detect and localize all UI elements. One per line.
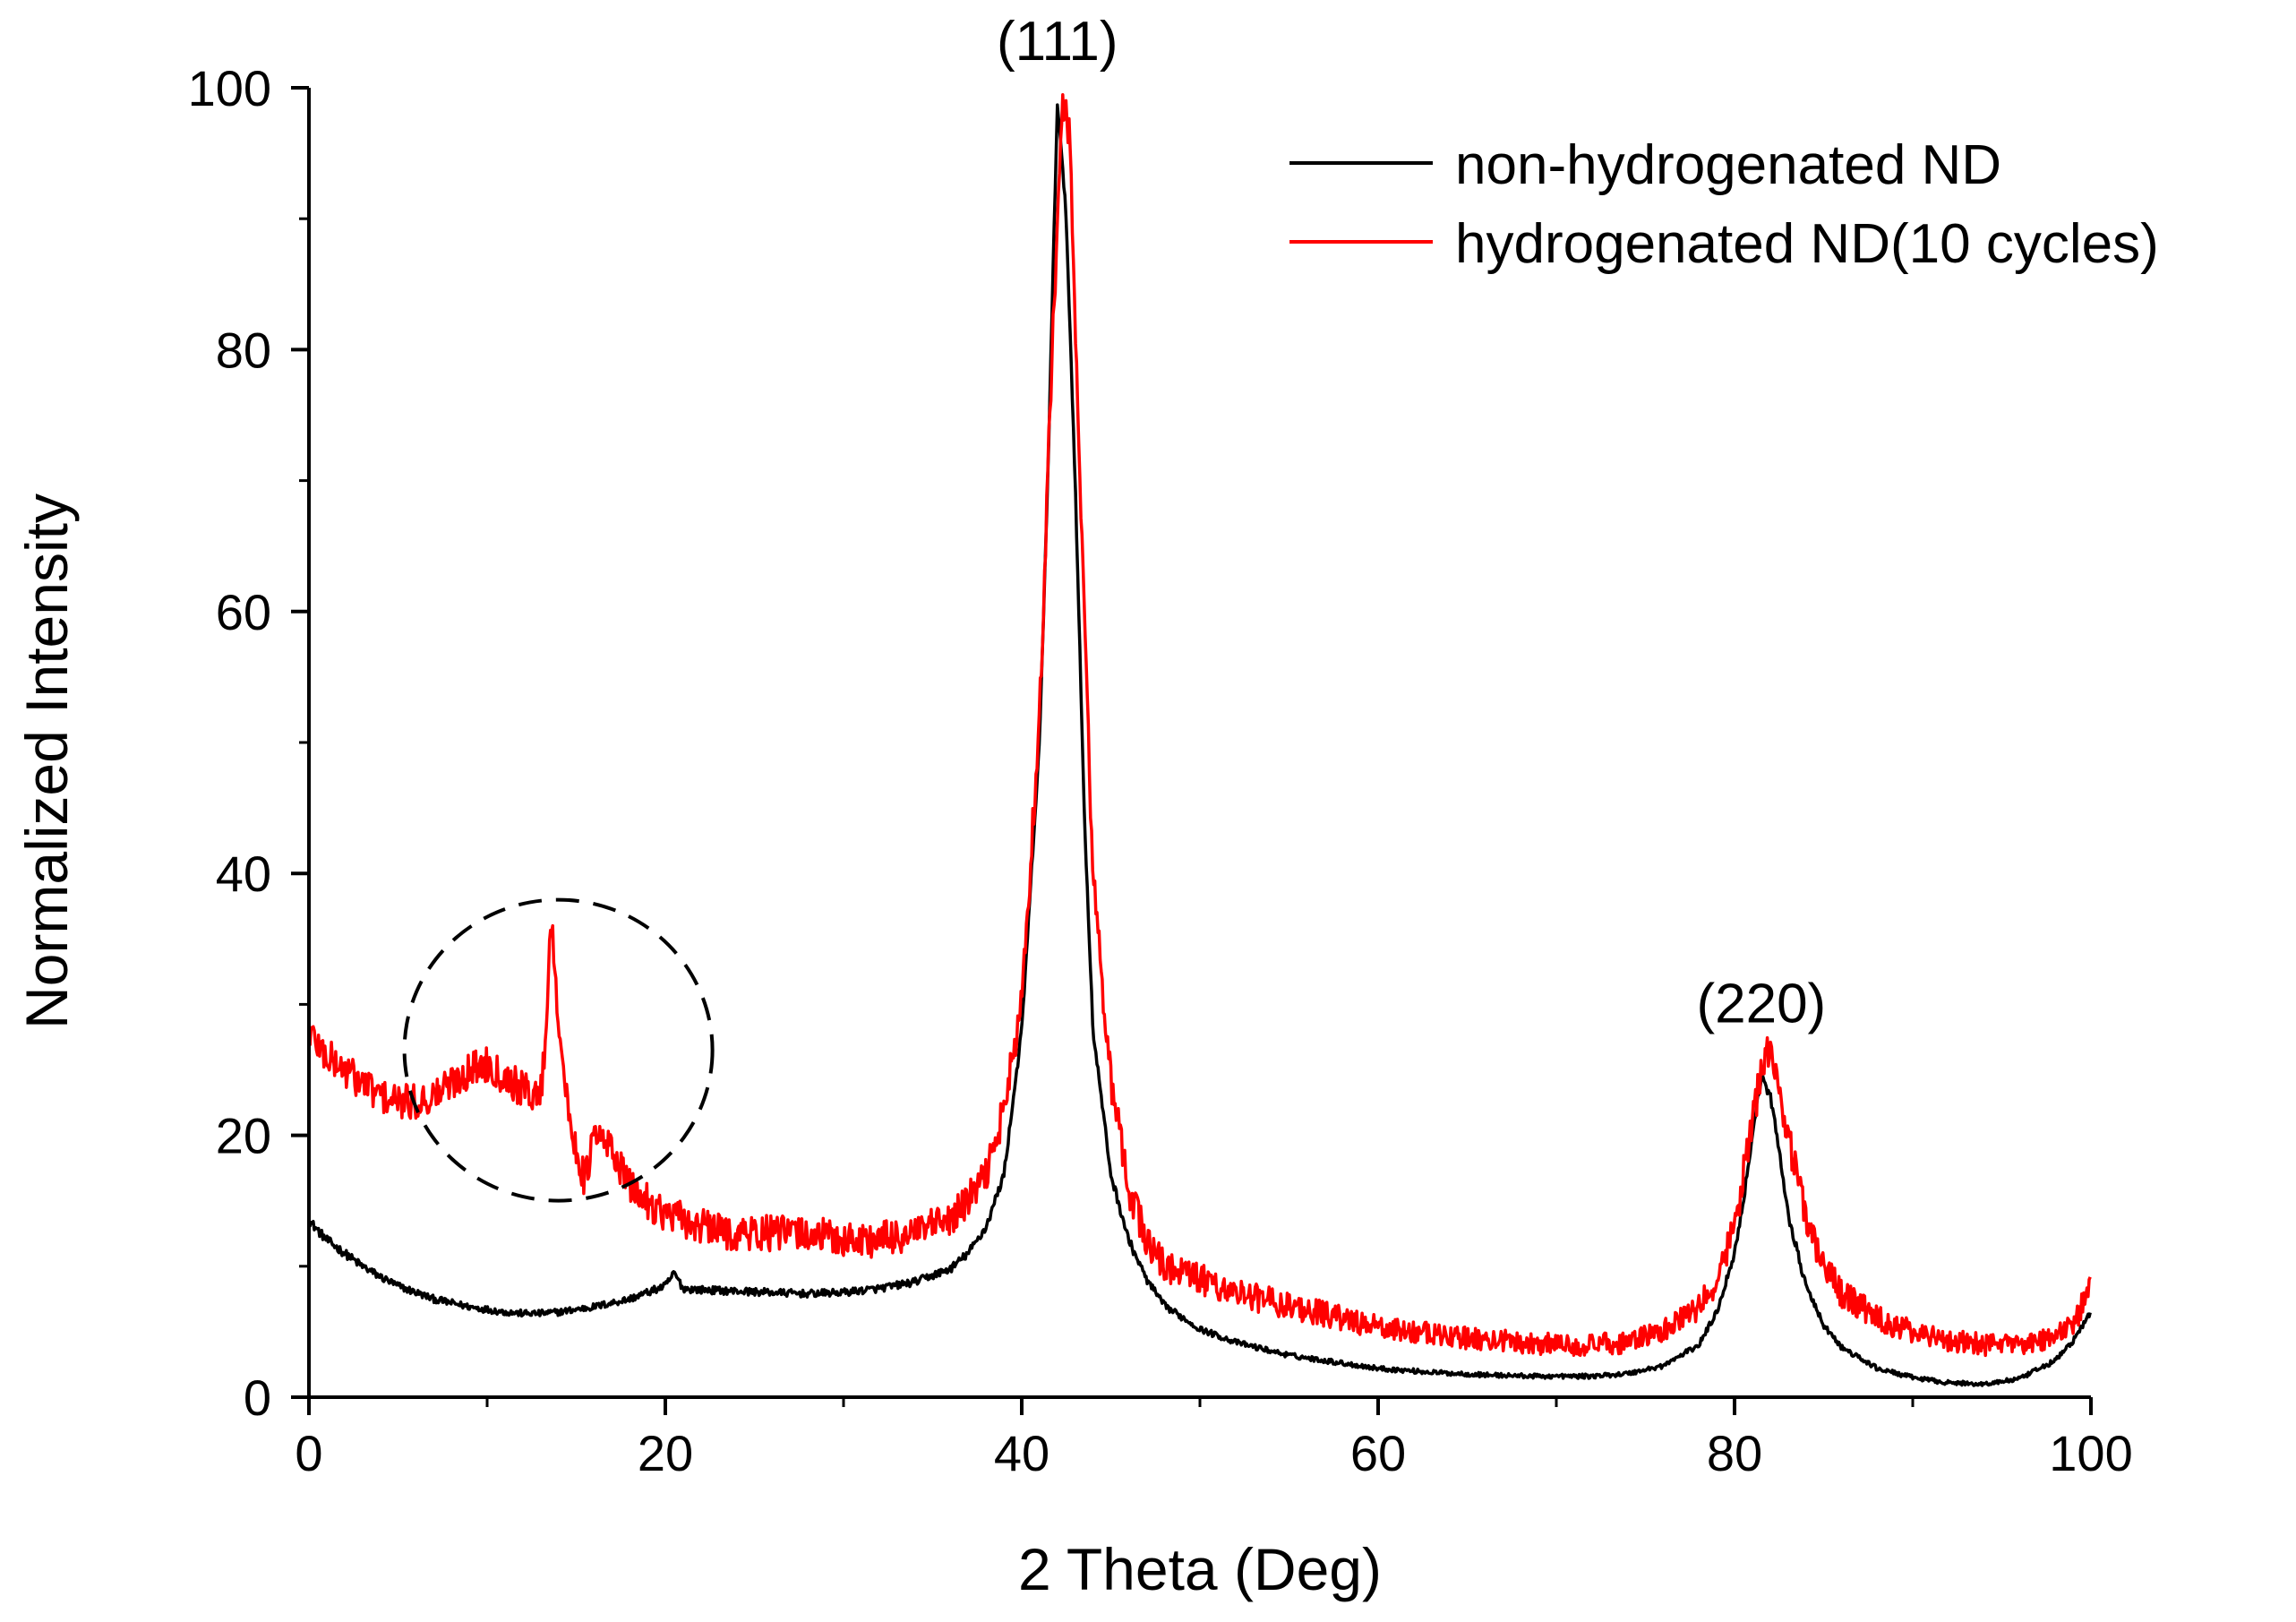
y-tick-label: 0 xyxy=(244,1369,271,1426)
y-axis-label: Normalized Intensity xyxy=(13,493,80,1029)
x-tick-label: 80 xyxy=(1707,1425,1762,1481)
x-tick-label: 60 xyxy=(1350,1425,1406,1481)
x-tick-label: 20 xyxy=(638,1425,693,1481)
series-line-non-hydrogenated xyxy=(307,103,2092,1387)
peak-label-220: (220) xyxy=(1696,973,1826,1034)
y-tick-label: 80 xyxy=(216,322,271,378)
series-line-hydrogenated xyxy=(307,93,2092,1358)
series-layer xyxy=(307,93,2092,1387)
x-axis-ticks: 0 20 40 60 80 100 xyxy=(295,1397,2133,1481)
dashed-circle-annotation xyxy=(402,897,715,1203)
peak-label-111: (111) xyxy=(997,11,1118,73)
x-tick-label: 0 xyxy=(295,1425,322,1481)
x-tick-label: 40 xyxy=(994,1425,1049,1481)
y-axis-ticks: 0 20 40 60 80 100 xyxy=(188,60,309,1426)
y-tick-label: 60 xyxy=(216,584,271,640)
y-tick-label: 100 xyxy=(188,60,271,116)
legend-label-hydrogenated: hydrogenated ND(10 cycles) xyxy=(1455,213,2159,275)
y-tick-label: 20 xyxy=(216,1108,271,1164)
legend-label-non-hydrogenated: non-hydrogenated ND xyxy=(1455,134,2001,196)
y-tick-label: 40 xyxy=(216,845,271,902)
x-axis-label: 2 Theta (Deg) xyxy=(1018,1536,1382,1602)
x-tick-label: 100 xyxy=(2049,1425,2132,1481)
legend: non-hydrogenated ND hydrogenated ND(10 c… xyxy=(1289,134,2159,275)
